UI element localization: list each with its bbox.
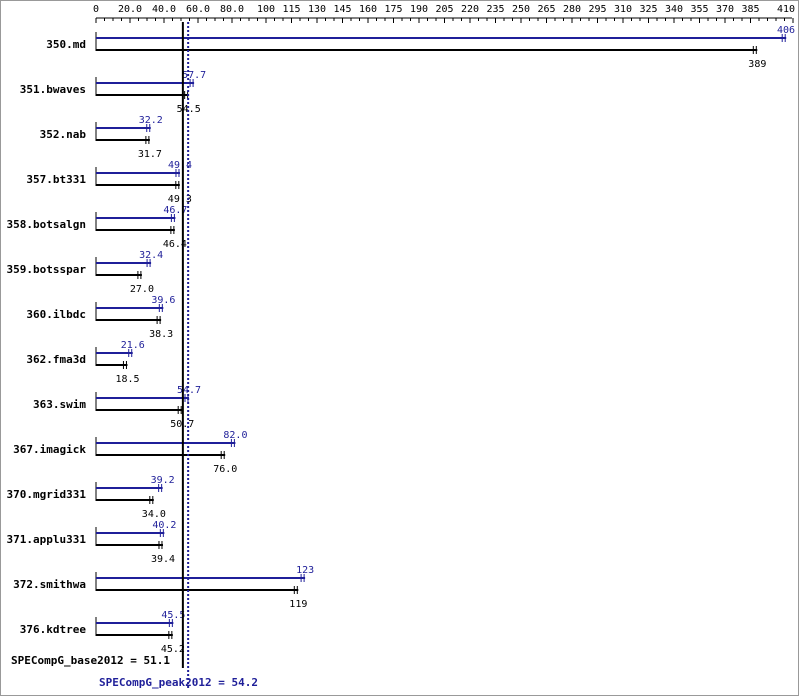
x-tick-label: 60.0 [186, 4, 210, 15]
x-tick-label: 0 [93, 4, 99, 15]
peak-value-label: 40.2 [152, 520, 176, 531]
peak-value-label: 45.5 [161, 610, 185, 621]
bench-label: 360.ilbdc [26, 308, 86, 321]
bench-label: 367.imagick [13, 443, 86, 456]
x-tick-label: 20.0 [118, 4, 142, 15]
bench-label: 370.mgrid331 [7, 488, 87, 501]
peak-value-label: 82.0 [223, 430, 247, 441]
x-tick-label: 235 [487, 4, 505, 15]
bench-label: 351.bwaves [20, 83, 86, 96]
base-value-label: 76.0 [213, 464, 237, 475]
peak-value-label: 406 [777, 25, 795, 36]
peak-summary-label: SPECompG_peak2012 = 54.2 [99, 676, 258, 689]
x-tick-label: 295 [589, 4, 607, 15]
bench-label: 359.botsspar [7, 263, 87, 276]
x-tick-label: 340 [665, 4, 683, 15]
bench-label: 352.nab [40, 128, 87, 141]
base-value-label: 45.2 [161, 644, 185, 655]
base-value-label: 27.0 [130, 284, 154, 295]
peak-value-label: 21.6 [121, 340, 145, 351]
base-value-label: 31.7 [138, 149, 162, 160]
bench-label: 371.applu331 [7, 533, 87, 546]
x-tick-label: 40.0 [152, 4, 176, 15]
bench-label: 363.swim [33, 398, 86, 411]
x-tick-label: 175 [385, 4, 403, 15]
base-value-label: 54.5 [177, 104, 201, 115]
x-tick-label: 265 [538, 4, 556, 15]
x-tick-label: 410 [777, 4, 795, 15]
bench-label: 362.fma3d [26, 353, 86, 366]
x-tick-label: 310 [614, 4, 632, 15]
x-tick-label: 355 [691, 4, 709, 15]
bench-row: 357.bt331 49.4 49.3 [26, 160, 192, 205]
base-value-label: 389 [748, 59, 766, 70]
bench-label: 376.kdtree [20, 623, 87, 636]
peak-value-label: 32.2 [139, 115, 163, 126]
x-tick-label: 115 [283, 4, 301, 15]
reference-lines [181, 22, 190, 690]
bench-row: 362.fma3d 21.6 18.5 [26, 340, 144, 385]
x-tick-label: 205 [436, 4, 454, 15]
bench-label: 358.botsalgn [7, 218, 86, 231]
peak-value-label: 32.4 [139, 250, 163, 261]
bench-row: 352.nab 32.2 31.7 [40, 115, 163, 160]
x-axis: 0 20.0 40.0 60.0 80.0 100 115 130 145 160 175 190 20… [93, 4, 795, 23]
x-tick-label: 280 [563, 4, 581, 15]
bench-row: 360.ilbdc 39.6 38.3 [26, 295, 175, 340]
bench-row: 376.kdtree 45.5 45.2 [20, 610, 186, 655]
base-value-label: 119 [289, 599, 307, 610]
peak-value-label: 49.4 [168, 160, 192, 171]
x-tick-label: 160 [359, 4, 377, 15]
bench-row: 359.botsspar 32.4 27.0 [7, 250, 164, 295]
bench-row: 372.smithwa 123 119 [13, 565, 314, 610]
base-summary-label: SPECompG_base2012 = 51.1 [11, 654, 170, 667]
base-value-label: 39.4 [151, 554, 175, 565]
base-value-label: 46.4 [163, 239, 187, 250]
x-tick-label: 145 [334, 4, 352, 15]
base-value-label: 49.3 [168, 194, 192, 205]
x-tick-label: 325 [640, 4, 658, 15]
peak-value-label: 46.7 [163, 205, 187, 216]
peak-value-label: 39.6 [151, 295, 175, 306]
peak-value-label: 123 [296, 565, 314, 576]
x-tick-label: 100 [257, 4, 275, 15]
bench-row: 351.bwaves 57.7 54.5 [20, 70, 206, 115]
x-tick-label: 385 [742, 4, 760, 15]
x-tick-label: 190 [410, 4, 428, 15]
base-value-label: 18.5 [115, 374, 139, 385]
bench-label: 357.bt331 [26, 173, 86, 186]
x-tick-label: 130 [308, 4, 326, 15]
bench-row: 367.imagick 82.0 76.0 [13, 430, 247, 475]
x-tick-label: 250 [512, 4, 530, 15]
bench-label: 372.smithwa [13, 578, 86, 591]
bench-row: 371.applu331 40.2 39.4 [7, 520, 177, 565]
bench-row: 350.md 406 389 [46, 25, 795, 70]
x-tick-label: 370 [716, 4, 734, 15]
base-value-label: 38.3 [149, 329, 173, 340]
base-value-label: 34.0 [142, 509, 166, 520]
peak-value-label: 39.2 [151, 475, 175, 486]
x-tick-label: 220 [461, 4, 479, 15]
bench-row: 370.mgrid331 39.2 34.0 [7, 475, 175, 520]
summary: SPECompG_base2012 = 51.1 SPECompG_peak201… [11, 654, 258, 689]
peak-value-label: 57.7 [182, 70, 206, 81]
bench-row: 358.botsalgn 46.7 46.4 [7, 205, 188, 250]
bench-label: 350.md [46, 38, 86, 51]
x-tick-label: 80.0 [220, 4, 244, 15]
